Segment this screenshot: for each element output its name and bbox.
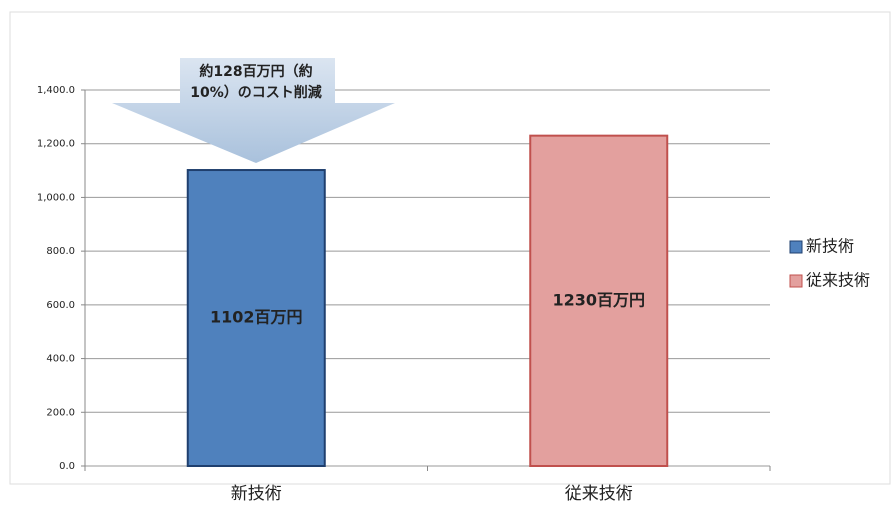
bar: [186, 169, 326, 468]
annotation-line: 10%）のコスト削減: [190, 84, 322, 101]
y-tick-label: 200.0: [46, 407, 75, 418]
value-label: 1230百万円: [552, 290, 645, 309]
legend-swatch: [789, 274, 803, 288]
x-tick-label: 新技術: [231, 484, 282, 504]
y-tick-label: 400.0: [46, 354, 75, 365]
bar: [529, 134, 669, 468]
y-tick-label: 1,000.0: [37, 192, 75, 203]
annotation-line: 約128百万円（約: [199, 63, 312, 80]
y-tick-label: 600.0: [46, 300, 75, 311]
annotation-arrow: [112, 58, 395, 163]
y-tick-label: 0.0: [59, 461, 75, 472]
y-tick-label: 1,200.0: [37, 139, 75, 150]
y-tick-label: 1,400.0: [37, 85, 75, 96]
value-label: 1102百万円: [210, 308, 303, 327]
legend-label: 従来技術: [806, 271, 870, 290]
legend-swatch: [789, 240, 803, 254]
frame: [9, 11, 891, 485]
y-tick-label: 800.0: [46, 246, 75, 257]
x-tick-label: 従来技術: [565, 484, 633, 504]
legend-label: 新技術: [806, 237, 854, 256]
